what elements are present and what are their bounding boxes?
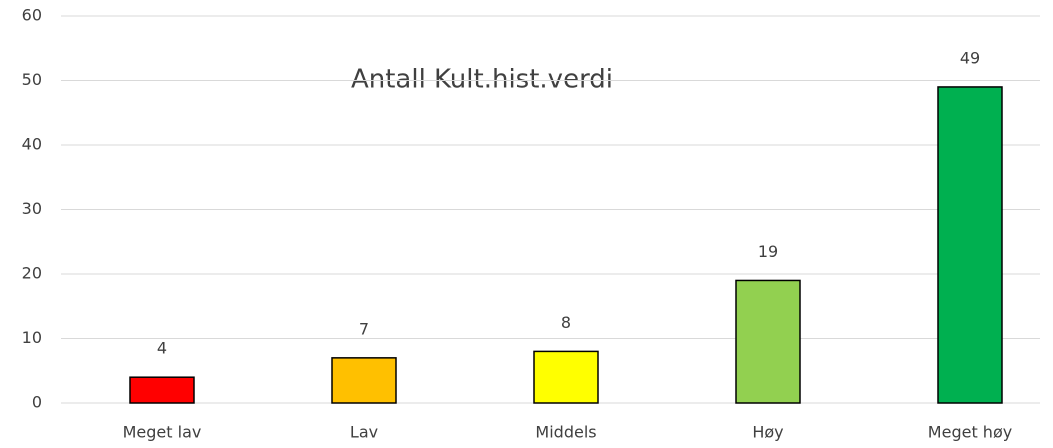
y-tick-label: 20 xyxy=(22,264,42,283)
data-label: 8 xyxy=(561,313,571,332)
x-tick-label: Lav xyxy=(350,423,378,442)
data-label: 49 xyxy=(960,48,980,67)
bar xyxy=(533,350,599,404)
y-tick-label: 50 xyxy=(22,70,42,89)
y-tick-label: 30 xyxy=(22,199,42,218)
y-tick-label: 60 xyxy=(22,6,42,25)
data-label: 19 xyxy=(758,242,778,261)
data-label: 7 xyxy=(359,319,369,338)
x-tick-label: Middels xyxy=(535,423,596,442)
chart-title: Antall Kult.hist.verdi xyxy=(351,65,613,95)
bar xyxy=(331,357,397,404)
y-tick-label: 10 xyxy=(22,328,42,347)
y-tick-label: 40 xyxy=(22,135,42,154)
y-tick-label: 0 xyxy=(32,393,42,412)
x-tick-label: Høy xyxy=(752,423,783,442)
bar xyxy=(129,376,195,404)
x-tick-label: Meget lav xyxy=(123,423,202,442)
x-tick-label: Meget høy xyxy=(928,423,1012,442)
data-label: 4 xyxy=(157,339,167,358)
bar xyxy=(735,279,801,404)
bar xyxy=(937,86,1003,404)
